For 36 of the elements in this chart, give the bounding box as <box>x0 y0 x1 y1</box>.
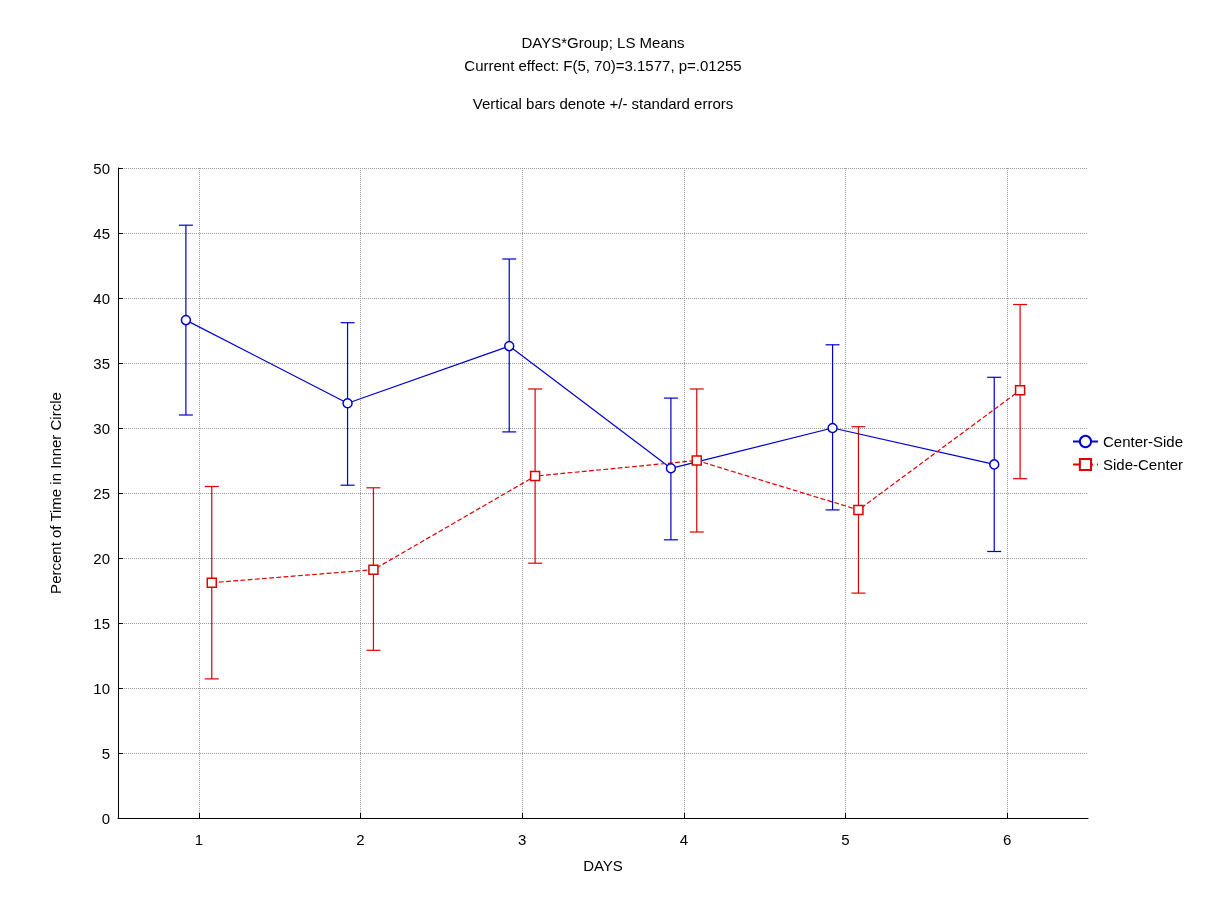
point <box>180 314 192 326</box>
y-tick-label: 25 <box>93 484 110 502</box>
y-tick-label: 40 <box>93 289 110 307</box>
y-tick-label: 45 <box>93 224 110 242</box>
y-tick-label: 5 <box>101 744 110 762</box>
point <box>691 455 703 466</box>
legend-label: Side-Center <box>1102 456 1184 473</box>
point <box>368 564 379 575</box>
point <box>665 463 677 474</box>
y-tick-label: 20 <box>93 549 110 567</box>
y-tick-label: 0 <box>101 809 110 827</box>
point <box>988 459 1000 470</box>
x-tick-label: 5 <box>841 831 850 848</box>
y-axis-title: Percent of Time in Inner Circle <box>47 392 64 594</box>
chart-title: DAYS*Group; LS Means <box>521 34 685 51</box>
y-tick-label: 15 <box>93 614 110 632</box>
x-axis-title: DAYS <box>583 857 623 874</box>
x-tick-label: 6 <box>1002 831 1012 848</box>
legend-label: Center-Side <box>1102 433 1184 450</box>
point <box>206 577 218 588</box>
x-tick-label: 3 <box>517 831 527 848</box>
y-tick-label: 50 <box>93 159 110 177</box>
text: Vertical bars denote +/- standard errors <box>472 95 734 112</box>
point <box>1014 385 1026 396</box>
point <box>853 504 864 516</box>
x-tick-label: 2 <box>356 831 365 848</box>
y-tick-label: 30 <box>93 419 110 437</box>
point <box>503 340 515 352</box>
point <box>342 398 353 409</box>
chart-subtitle: Current effect: F(5, 70)=3.1577, p=.01255 <box>464 57 742 74</box>
y-tick-label: 35 <box>93 354 110 372</box>
point <box>827 422 838 434</box>
x-tick-label: 4 <box>679 831 689 848</box>
x-tick-label: 1 <box>194 831 204 848</box>
point <box>529 470 541 482</box>
y-tick-label: 10 <box>93 679 110 697</box>
